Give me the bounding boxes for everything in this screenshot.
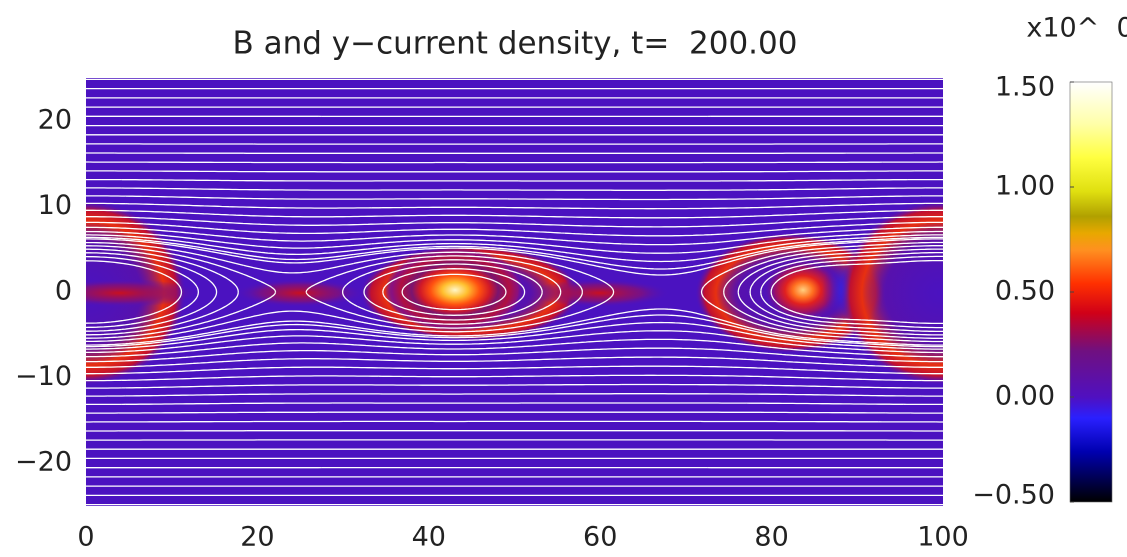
field-line [86, 251, 943, 333]
colorbar-tick-label: 0.00 [995, 381, 1055, 412]
field-line [86, 238, 943, 346]
field-line [86, 178, 943, 406]
field-line [86, 234, 943, 350]
x-tick-label: 100 [917, 522, 969, 553]
current-core [385, 248, 525, 332]
field-line [86, 241, 943, 343]
field-line [86, 236, 943, 348]
field-line [86, 78, 943, 506]
field-line [86, 221, 943, 363]
colorbar-tick-label: 1.00 [995, 171, 1055, 202]
y-tick-label: 10 [38, 190, 72, 221]
field-line [86, 97, 943, 487]
field-line [86, 187, 943, 397]
y-tick-label: −10 [15, 361, 72, 392]
x-tick-label: 0 [77, 522, 94, 553]
field-line [86, 115, 943, 469]
field-line [86, 152, 943, 432]
field-line [86, 87, 943, 497]
field-line [86, 134, 943, 450]
field-line [86, 161, 943, 423]
field-line [86, 226, 943, 358]
y-tick-label: −20 [15, 447, 72, 478]
colorbar-tick-label: 0.50 [995, 276, 1055, 307]
field-line [86, 124, 943, 460]
colorbar-label: x10^ 0 [1026, 13, 1127, 44]
current-core [763, 258, 843, 322]
current-sheet [530, 279, 670, 307]
chart-title: B and y−current density, t= 200.00 [233, 26, 798, 62]
colorbar [1069, 81, 1113, 503]
x-tick-label: 20 [240, 522, 274, 553]
current-sheet [235, 279, 365, 307]
x-tick-label: 40 [412, 522, 446, 553]
field-line [86, 216, 943, 368]
y-tick-label: 0 [55, 276, 72, 307]
field-line [86, 170, 943, 414]
y-tick-label: 20 [38, 104, 72, 135]
field-line [86, 106, 943, 478]
x-tick-label: 60 [583, 522, 617, 553]
colorbar-tick-label: −0.50 [972, 480, 1055, 511]
x-tick-label: 80 [754, 522, 788, 553]
current-sheet [86, 279, 200, 307]
field-line [86, 230, 943, 354]
field-line [86, 195, 943, 389]
field-lines [86, 78, 943, 506]
colorbar-tick-label: 1.50 [995, 72, 1055, 103]
field-line [86, 245, 943, 339]
field-line [86, 202, 943, 382]
field-line [86, 259, 943, 325]
heatmap [86, 78, 943, 506]
field-line [86, 255, 943, 329]
field-line [86, 209, 943, 375]
field-line [86, 248, 943, 336]
field-line [86, 143, 943, 441]
